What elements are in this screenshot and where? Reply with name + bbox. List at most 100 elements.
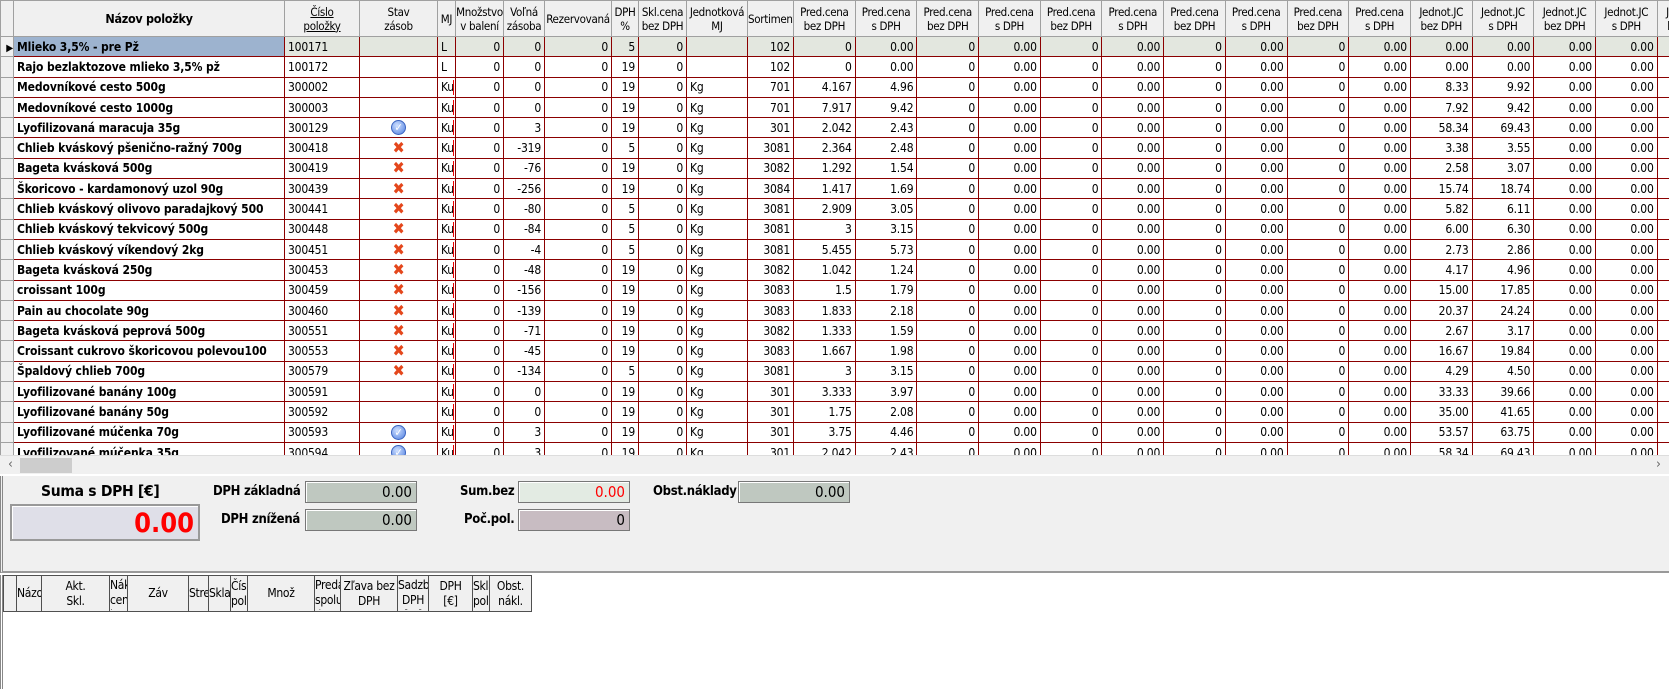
column-header[interactable]: MJ [437, 0, 456, 37]
price-cell[interactable]: 39.66 [1471, 381, 1535, 403]
price-cell[interactable]: 0 [1039, 219, 1103, 240]
item-number[interactable]: 300591 [284, 381, 360, 403]
price-cell[interactable]: 3 [793, 219, 856, 240]
price-cell[interactable]: 0 [793, 56, 856, 78]
price-cell[interactable]: 0.00 [1348, 239, 1411, 261]
stock-price[interactable]: 0 [638, 401, 687, 423]
price-cell[interactable]: 0 [916, 77, 980, 98]
price-cell[interactable]: 0.00 [1533, 239, 1596, 261]
price-cell[interactable]: 3.97 [854, 381, 918, 403]
price-cell[interactable]: 0.00 [1594, 239, 1658, 261]
unit-mj[interactable]: Kg [686, 361, 748, 383]
price-cell[interactable]: 9.42 [854, 97, 918, 119]
price-cell[interactable]: 1.292 [793, 158, 856, 180]
price-cell[interactable] [1656, 198, 1669, 220]
table-row[interactable]: Lyofilizované banány 100g 300591 Ku 0 0 0 19 0 K… [0, 381, 1669, 403]
price-cell[interactable]: 0.00 [1409, 56, 1473, 78]
item-name[interactable]: Chlieb kváskový olivovo paradajkový 500 [13, 198, 285, 220]
price-cell[interactable]: 3.17 [1471, 320, 1535, 342]
price-cell[interactable]: 7.917 [793, 97, 856, 119]
stock-price[interactable]: 0 [638, 97, 687, 119]
price-cell[interactable]: 0.00 [1533, 219, 1596, 240]
pack-qty[interactable]: 0 [455, 97, 504, 119]
price-cell[interactable]: 0 [1163, 117, 1226, 139]
pack-qty[interactable]: 0 [455, 381, 504, 403]
vat-rate[interactable]: 5 [611, 361, 639, 383]
item-number[interactable]: 100171 [284, 36, 360, 58]
price-cell[interactable]: 0.00 [1348, 56, 1411, 78]
unit-mj[interactable]: Kg [686, 340, 748, 362]
price-cell[interactable]: 41.65 [1471, 401, 1535, 423]
item-number[interactable]: 300448 [284, 219, 360, 240]
pack-qty[interactable]: 0 [455, 320, 504, 342]
price-cell[interactable]: 4.167 [793, 77, 856, 98]
price-cell[interactable]: 0 [916, 320, 980, 342]
stock-price[interactable]: 0 [638, 442, 687, 455]
price-cell[interactable]: 0.00 [1224, 56, 1288, 78]
price-cell[interactable]: 0 [1163, 198, 1226, 220]
column-header[interactable]: Skladovápoložka? [472, 575, 490, 612]
price-cell[interactable]: 0.00 [1224, 442, 1288, 455]
vat-rate[interactable]: 19 [611, 320, 639, 342]
table-row[interactable]: Špaldový chlieb 700g 300579 ✖ Ku 0 -134 0 5 0 Kg 3… [0, 360, 1669, 383]
price-cell[interactable]: 0 [916, 158, 980, 180]
reserved[interactable]: 0 [544, 280, 612, 301]
price-cell[interactable]: 0.00 [1224, 198, 1288, 220]
price-cell[interactable]: 0.00 [1471, 36, 1535, 58]
price-cell[interactable]: 0.00 [1594, 300, 1658, 322]
pack-qty[interactable]: 0 [455, 117, 504, 139]
price-cell[interactable]: 0 [1163, 300, 1226, 322]
price-cell[interactable] [1656, 280, 1669, 301]
price-cell[interactable]: 0.00 [1594, 198, 1658, 220]
price-cell[interactable] [1656, 239, 1669, 261]
column-header[interactable]: Názov položky [16, 575, 42, 612]
price-cell[interactable]: 0.00 [1224, 361, 1288, 383]
column-header[interactable]: Nákupná cena bez DPH [109, 575, 128, 612]
price-cell[interactable]: 0.00 [1348, 97, 1411, 119]
price-cell[interactable]: 0.00 [1533, 259, 1596, 281]
price-cell[interactable]: 0 [1286, 178, 1350, 200]
item-name[interactable]: Škoricovo - kardamonový uzol 90g [13, 178, 285, 200]
reserved[interactable]: 0 [544, 137, 612, 159]
items-grid[interactable]: Názov položky Číslo položky Stav zásob MJ Množ… [0, 0, 1669, 455]
row-selector[interactable] [0, 198, 14, 220]
price-cell[interactable]: 0 [1163, 442, 1226, 455]
row-selector[interactable] [0, 381, 14, 403]
free-stock[interactable]: -76 [503, 158, 545, 180]
reserved[interactable]: 0 [544, 178, 612, 200]
price-cell[interactable]: 0 [1163, 219, 1226, 240]
invoice-items-grid[interactable]: Názov položkyAkt.Skl.Nákupná cena bez DP… [0, 575, 1669, 689]
price-cell[interactable]: 0.00 [1101, 178, 1165, 200]
unit[interactable]: Ku [437, 117, 456, 139]
unit-mj[interactable]: Kg [686, 259, 748, 281]
pack-qty[interactable]: 0 [455, 178, 504, 200]
price-cell[interactable]: 0.00 [1224, 422, 1288, 443]
item-name[interactable]: Špaldový chlieb 700g [13, 361, 285, 383]
unit[interactable]: Ku [437, 97, 456, 119]
price-cell[interactable] [1656, 320, 1669, 342]
vat-rate[interactable]: 19 [611, 422, 639, 443]
vat-rate[interactable]: 19 [611, 442, 639, 455]
price-cell[interactable]: 18.74 [1471, 178, 1535, 200]
item-number[interactable]: 300579 [284, 361, 360, 383]
row-selector[interactable] [0, 320, 14, 342]
price-cell[interactable]: 0 [916, 422, 980, 443]
price-cell[interactable]: 0.00 [1101, 97, 1165, 119]
stock-price[interactable]: 0 [638, 178, 687, 200]
scrollbar-thumb[interactable] [20, 458, 72, 473]
price-cell[interactable]: 0 [1163, 422, 1226, 443]
stock-price[interactable]: 0 [638, 259, 687, 281]
price-cell[interactable]: 3.15 [854, 361, 918, 383]
price-cell[interactable]: 0 [916, 198, 980, 220]
price-cell[interactable]: 0.00 [1224, 137, 1288, 159]
stock-price[interactable]: 0 [638, 219, 687, 240]
price-cell[interactable]: 1.54 [854, 158, 918, 180]
row-selector[interactable] [0, 421, 14, 443]
table-row[interactable]: Croissant cukrovo škoricovou polevou100 3… [0, 340, 1669, 362]
assortment[interactable]: 3083 [747, 280, 794, 301]
price-cell[interactable]: 0.00 [1101, 422, 1165, 443]
price-cell[interactable]: 0.00 [1533, 340, 1596, 362]
price-cell[interactable]: 0 [916, 280, 980, 301]
